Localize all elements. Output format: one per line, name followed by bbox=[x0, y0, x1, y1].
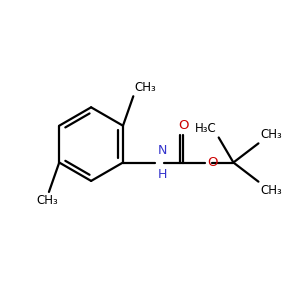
Text: CH₃: CH₃ bbox=[37, 194, 58, 207]
Text: O: O bbox=[178, 118, 189, 132]
Text: CH₃: CH₃ bbox=[260, 128, 282, 141]
Text: CH₃: CH₃ bbox=[260, 184, 282, 197]
Text: N: N bbox=[158, 144, 167, 157]
Text: O: O bbox=[207, 156, 217, 169]
Text: H₃C: H₃C bbox=[195, 122, 216, 135]
Text: H: H bbox=[158, 168, 167, 181]
Text: CH₃: CH₃ bbox=[135, 81, 157, 94]
